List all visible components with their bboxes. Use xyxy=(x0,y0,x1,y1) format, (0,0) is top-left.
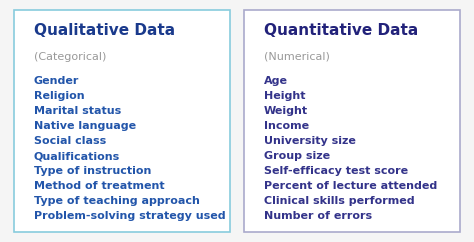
Text: Height: Height xyxy=(264,91,305,101)
Text: Problem-solving strategy used: Problem-solving strategy used xyxy=(34,211,225,221)
Text: Type of instruction: Type of instruction xyxy=(34,166,151,176)
Text: Religion: Religion xyxy=(34,91,84,101)
Text: Percent of lecture attended: Percent of lecture attended xyxy=(264,181,437,191)
Text: Native language: Native language xyxy=(34,121,136,131)
Text: Social class: Social class xyxy=(34,136,106,146)
Text: University size: University size xyxy=(264,136,356,146)
Text: Self-efficacy test score: Self-efficacy test score xyxy=(264,166,408,176)
Text: Qualitative Data: Qualitative Data xyxy=(34,23,175,38)
FancyBboxPatch shape xyxy=(244,10,460,232)
Text: Quantitative Data: Quantitative Data xyxy=(264,23,418,38)
Text: Marital status: Marital status xyxy=(34,106,121,116)
Text: Clinical skills performed: Clinical skills performed xyxy=(264,196,414,206)
Text: Group size: Group size xyxy=(264,151,329,161)
Text: Weight: Weight xyxy=(264,106,308,116)
Text: Method of treatment: Method of treatment xyxy=(34,181,164,191)
Text: (Numerical): (Numerical) xyxy=(264,52,329,62)
Text: Income: Income xyxy=(264,121,309,131)
Text: Number of errors: Number of errors xyxy=(264,211,372,221)
Text: Age: Age xyxy=(264,76,288,86)
Text: Type of teaching approach: Type of teaching approach xyxy=(34,196,200,206)
Text: Gender: Gender xyxy=(34,76,79,86)
FancyBboxPatch shape xyxy=(14,10,230,232)
Text: (Categorical): (Categorical) xyxy=(34,52,106,62)
Text: Qualifications: Qualifications xyxy=(34,151,120,161)
